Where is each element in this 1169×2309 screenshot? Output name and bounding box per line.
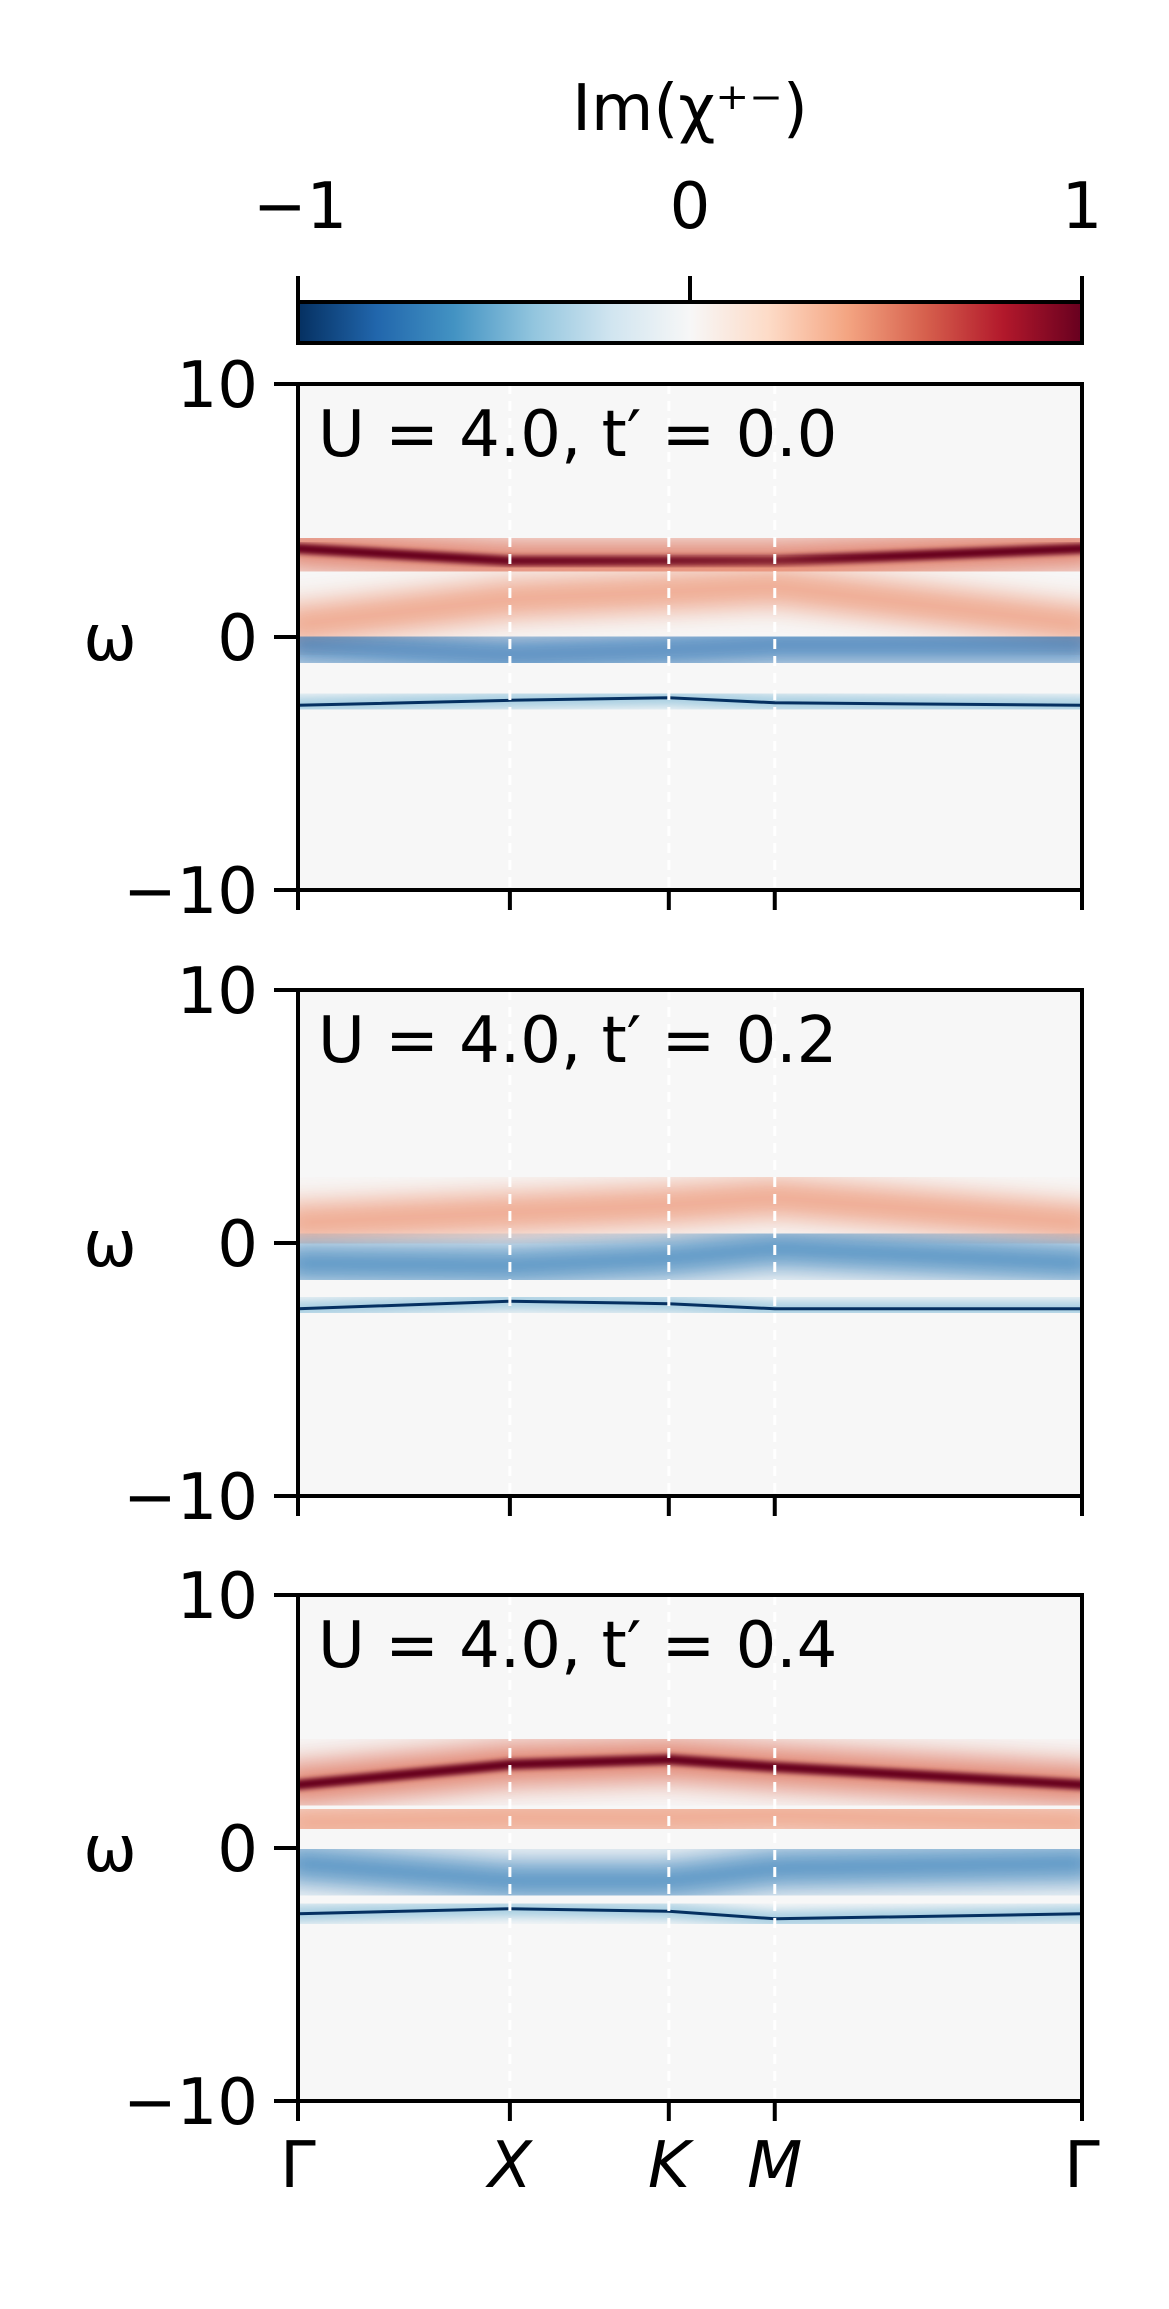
- band-positive-band: [298, 1754, 1082, 1790]
- heatmap-panels: 10 0 −10 ω U = 4.0, t′ = 0.0 10 0 −10 ω U = 4.0, …: [83, 349, 1100, 2203]
- band-negative-broad-band: [298, 627, 1082, 672]
- colorbar-tick-label-min: −1: [253, 170, 347, 244]
- colorbar-tick-label-max: 1: [1062, 170, 1103, 244]
- band-negative-edge: [298, 1907, 1082, 1921]
- y-tick-label: −10: [123, 2066, 258, 2140]
- y-axis-label: ω: [83, 1208, 137, 1282]
- x-tick-label: K: [648, 2129, 695, 2203]
- colorbar-label: Im(χ⁺⁻): [572, 72, 808, 146]
- y-tick-label: 0: [217, 602, 258, 676]
- x-tick-label: M: [747, 2129, 802, 2203]
- band-negative-broad-band: [298, 1846, 1082, 1898]
- band-positive-broad-band: [298, 1180, 1082, 1240]
- panel-label: U = 4.0, t′ = 0.2: [318, 1004, 837, 1078]
- y-axis-label: ω: [83, 602, 137, 676]
- y-tick-label: −10: [123, 855, 258, 929]
- panel-2: 10 0 −10 ω U = 4.0, t′ = 0.2: [83, 955, 1084, 1535]
- y-tick-label: 10: [177, 349, 258, 423]
- colorbar-tick-label-zero: 0: [670, 170, 711, 244]
- x-tick-label: Γ: [280, 2129, 316, 2203]
- x-tick-label: X: [485, 2129, 533, 2203]
- heatmap-background: [298, 1595, 1082, 2101]
- y-tick-label: −10: [123, 1461, 258, 1535]
- band-negative-broad-band: [298, 1231, 1082, 1283]
- y-tick-label: 10: [177, 955, 258, 1029]
- y-tick-label: 0: [217, 1208, 258, 1282]
- panel-label: U = 4.0, t′ = 0.0: [318, 398, 837, 472]
- colorbar: Im(χ⁺⁻) −1 0 1: [253, 72, 1103, 345]
- y-axis-label: ω: [83, 1813, 137, 1887]
- x-tick-label: Γ: [1064, 2129, 1100, 2203]
- band-positive-broad-band: [298, 1798, 1082, 1840]
- panel-label: U = 4.0, t′ = 0.4: [318, 1609, 837, 1683]
- panel-1: 10 0 −10 ω U = 4.0, t′ = 0.0: [83, 349, 1084, 929]
- colorbar-bar: [296, 300, 1084, 345]
- y-tick-label: 10: [177, 1560, 258, 1634]
- y-tick-label: 0: [217, 1813, 258, 1887]
- panel-3: 10 0 −10 ω U = 4.0, t′ = 0.4: [83, 1560, 1084, 2140]
